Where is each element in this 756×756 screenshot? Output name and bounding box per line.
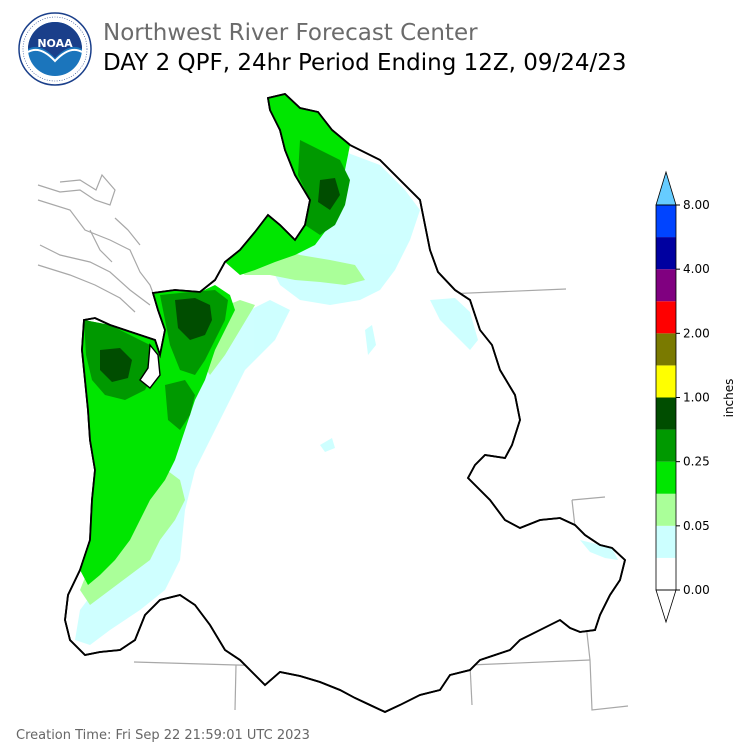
qpf-darkgreen bbox=[100, 178, 340, 382]
page-title: Northwest River Forecast Center bbox=[103, 20, 478, 46]
noaa-logo: NOAA bbox=[18, 12, 92, 86]
noaa-logo-text: NOAA bbox=[37, 37, 73, 50]
product-title: DAY 2 QPF, 24hr Period Ending 12Z, 09/24… bbox=[103, 50, 627, 76]
creation-time: Creation Time: Fri Sep 22 21:59:01 UTC 2… bbox=[16, 728, 310, 743]
